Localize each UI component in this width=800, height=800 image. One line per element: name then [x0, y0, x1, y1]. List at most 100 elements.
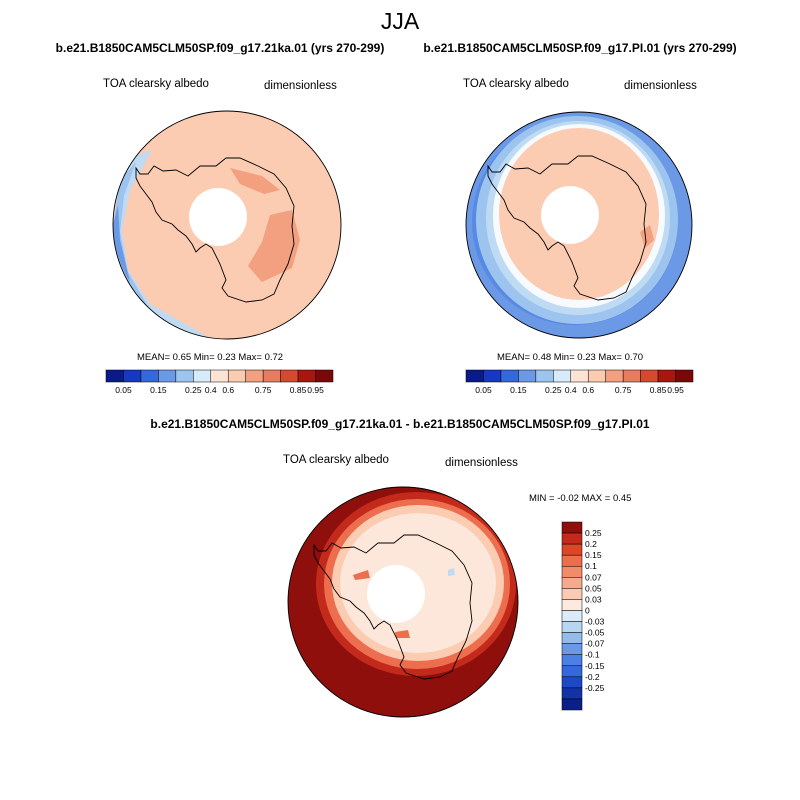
panel-2-units-label: dimensionless — [624, 80, 697, 92]
min-label: Min= — [553, 352, 575, 363]
panel-1-map-border — [112, 110, 342, 340]
panel-diff-colorbar-tick-label: 0.15 — [585, 550, 602, 560]
panel-diff-colorbar-tick-label: 0.03 — [585, 594, 602, 604]
panel-1-variable-label: TOA clearsky albedo — [103, 78, 209, 90]
panel-diff-colorbar-tick-label: -0.25 — [585, 683, 605, 693]
panel-2-colorbar-swatch-8 — [605, 369, 624, 383]
panel-1-colorbar-tick-label: 0.75 — [255, 385, 272, 395]
panel-1-units-label: dimensionless — [264, 80, 337, 92]
mean-value: 0.48 — [532, 352, 552, 363]
panel-1-colorbar-swatch-6 — [210, 369, 229, 383]
panel-diff-colorbar-swatch-4 — [561, 565, 583, 578]
panel-2-colorbar-swatch-3 — [518, 369, 537, 383]
panel-diff-colorbar-tick-label: 0 — [585, 605, 590, 615]
panel-2-colorbar-swatch-5 — [553, 369, 572, 383]
panel-1-colorbar-tick-label: 0.6 — [222, 385, 234, 395]
panel-diff-colorbar-tick-label: -0.07 — [585, 639, 605, 649]
panel-1-colorbar-swatch-8 — [245, 369, 264, 383]
panel-1-pole-hole — [189, 188, 247, 246]
panel-2-colorbar-swatch-11 — [657, 369, 676, 383]
panel-2-colorbar: 0.05 0.15 0.25 0.4 0.6 0.75 0.85 0.95 — [465, 369, 694, 395]
panel-diff-map — [287, 486, 519, 718]
panel-diff-colorbar-tick-label: 0.07 — [585, 572, 602, 582]
panel-2-colorbar-swatch-10 — [640, 369, 659, 383]
panel-diff-colorbar-tick-label: -0.05 — [585, 628, 605, 638]
panel-diff-colorbar-tick-label: 0.2 — [585, 539, 597, 549]
panel-diff-colorbar-swatch-1 — [561, 532, 583, 545]
panel-diff-colorbar-swatch-16 — [561, 698, 583, 711]
panel-diff-colorbar-swatch-14 — [561, 676, 583, 689]
panel-diff-colorbar-tick-label: -0.2 — [585, 672, 600, 682]
panel-1-colorbar-swatch-11 — [297, 369, 316, 383]
panel-1-dark-blue-band — [113, 205, 130, 282]
panel-2-colorbar-tick-label: 0.25 — [545, 385, 562, 395]
panel-2-colorbar-swatch-2 — [500, 369, 519, 383]
panel-1-colorbar-tick-label: 0.95 — [307, 385, 324, 395]
panel-1-colorbar-swatch-3 — [158, 369, 177, 383]
panel-diff-colorbar-swatch-10 — [561, 632, 583, 644]
panel-1-plateau-patch-east — [248, 210, 300, 282]
panel-diff-colorbar-tick-label: 0.1 — [585, 561, 597, 571]
panel-2-colorbar-swatch-1 — [483, 369, 502, 383]
min-label: MIN = — [529, 493, 555, 504]
panel-2-colorbar-tick-label: 0.75 — [615, 385, 632, 395]
panel-1-colorbar-swatch-0 — [105, 369, 124, 383]
max-value: 0.70 — [624, 352, 644, 363]
min-label: Min= — [193, 352, 215, 363]
panel-2-colorbar-swatch-12 — [675, 369, 694, 383]
min-value: 0.23 — [577, 352, 596, 363]
mean-label: MEAN= — [497, 352, 530, 363]
panel-1-plateau-patch-north — [230, 168, 280, 194]
panel-1-stats: MEAN= 0.65 Min= 0.23 Max= 0.72 — [137, 352, 283, 363]
panel-diff-hotspot-2 — [395, 630, 410, 638]
panel-diff-colorbar-swatch-6 — [561, 588, 583, 600]
panel-diff-variable-label: TOA clearsky albedo — [283, 454, 389, 466]
panel-2-colorbar-tick-label: 0.15 — [510, 385, 527, 395]
panel-2-stats: MEAN= 0.48 Min= 0.23 Max= 0.70 — [497, 352, 643, 363]
panel-2-colorbar-tick-label: 0.6 — [582, 385, 594, 395]
panel-2-colorbar-swatch-4 — [535, 369, 554, 383]
panel-diff-colorbar-swatch-13 — [561, 665, 583, 678]
mean-value: 0.65 — [172, 352, 192, 363]
panel-2-colorbar-swatch-6 — [570, 369, 589, 383]
panel-1-colorbar-swatch-4 — [175, 369, 194, 383]
panel-2-colorbar-swatch-7 — [587, 369, 606, 383]
panel-2-title: b.e21.B1850CAM5CLM50SP.f09_g17.PI.01 (yr… — [423, 41, 737, 55]
panel-2-variable-label: TOA clearsky albedo — [463, 78, 569, 90]
panel-1-colorbar-tick-label: 0.15 — [150, 385, 167, 395]
panel-1-colorbar-tick-label: 0.25 — [185, 385, 202, 395]
panel-diff-colorbar-swatch-0 — [561, 521, 583, 534]
panel-diff-colorbar-swatch-8 — [561, 610, 583, 622]
panel-2-map-border — [465, 111, 693, 339]
panel-2-colorbar-tick-label: 0.85 — [650, 385, 667, 395]
panel-diff-colorbar-swatch-15 — [561, 687, 583, 700]
panel-diff-colorbar-swatch-7 — [561, 599, 583, 611]
min-value: -0.02 — [557, 493, 579, 504]
panel-diff-units-label: dimensionless — [445, 457, 518, 469]
panel-2-plateau-patch — [640, 225, 654, 248]
panel-1-title: b.e21.B1850CAM5CLM50SP.f09_g17.21ka.01 (… — [55, 41, 385, 55]
panel-diff-colorbar-swatch-5 — [561, 577, 583, 589]
panel-2-colorbar-tick-label: 0.95 — [667, 385, 684, 395]
panel-diff-colorbar-swatch-9 — [561, 621, 583, 633]
panel-2-pole-hole — [541, 186, 599, 244]
panel-diff-title: b.e21.B1850CAM5CLM50SP.f09_g17.21ka.01 -… — [150, 417, 650, 431]
min-value: 0.23 — [217, 352, 236, 363]
panel-1-colorbar-swatch-12 — [315, 369, 334, 383]
panel-1-colorbar-tick-label: 0.05 — [115, 385, 132, 395]
panel-diff-stats: MIN = -0.02 MAX = 0.45 — [529, 493, 631, 504]
panel-1-colorbar-swatch-2 — [140, 369, 159, 383]
panel-1-colorbar-tick-label: 0.85 — [290, 385, 307, 395]
panel-2-map — [465, 111, 693, 339]
max-label: Max= — [598, 352, 622, 363]
panel-diff-pole-hole — [367, 565, 425, 623]
panel-2-colorbar-tick-label: 0.4 — [565, 385, 577, 395]
panel-diff-colorbar: 0.250.20.150.10.070.050.030-0.03-0.05-0.… — [561, 521, 605, 711]
panel-2-colorbar-tick-label: 0.05 — [475, 385, 492, 395]
panel-2-colorbar-swatch-9 — [622, 369, 641, 383]
panel-1-colorbar-swatch-7 — [227, 369, 246, 383]
panel-1-colorbar-swatch-1 — [123, 369, 142, 383]
panel-diff-colorbar-swatch-11 — [561, 643, 583, 655]
panel-diff-colorbar-tick-label: 0.25 — [585, 528, 602, 538]
